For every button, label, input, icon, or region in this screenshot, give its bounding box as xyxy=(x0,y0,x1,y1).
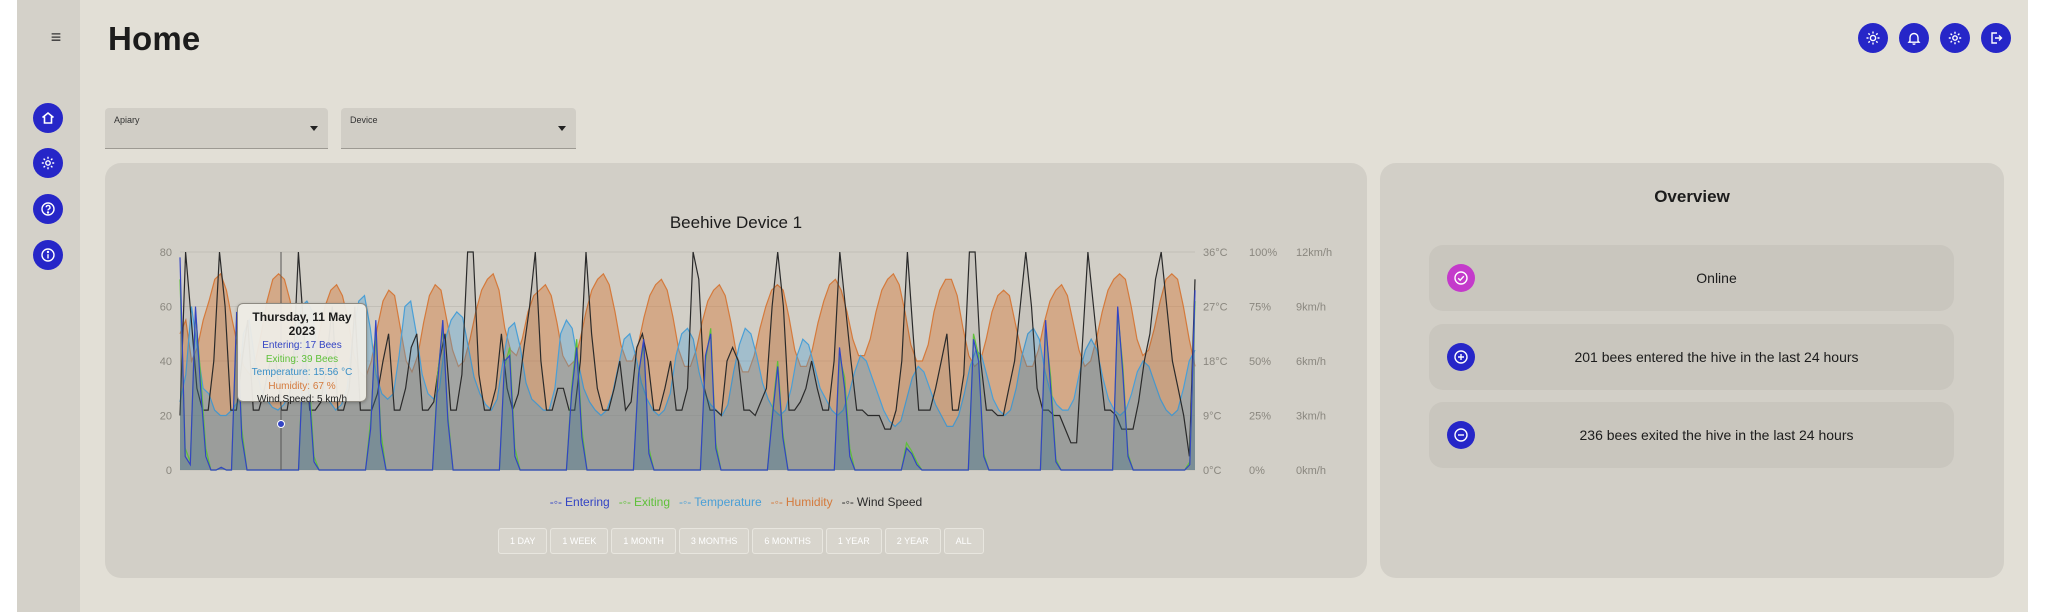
overview-item-text: 236 bees exited the hive in the last 24 … xyxy=(1579,427,1854,443)
help-icon xyxy=(41,202,55,216)
chart-title: Beehive Device 1 xyxy=(669,213,803,232)
legend-label: Wind Speed xyxy=(856,495,923,509)
axis-tick-label: 9°C xyxy=(1203,411,1222,423)
axis-tick-label: 100% xyxy=(1249,247,1277,259)
range-button[interactable]: 2 YEAR xyxy=(884,528,941,554)
axis-tick-label: 18°C xyxy=(1203,356,1228,368)
chart-tooltip: Thursday, 11 May 2023 Entering: 17 Bees … xyxy=(237,303,367,405)
y-tick-label: 20 xyxy=(160,411,172,423)
axis-tick-label: 9km/h xyxy=(1296,302,1326,314)
bell-icon xyxy=(1907,32,1921,45)
tooltip-exiting: Exiting: 39 Bees xyxy=(265,353,339,365)
humidity-series-area xyxy=(180,273,1195,470)
legend-marker-icon: -◦- xyxy=(549,495,563,509)
status-icon-wrap xyxy=(1447,421,1475,449)
tooltip-wind: Wind Speed: 5 km/h xyxy=(256,394,348,405)
axis-tick-label: 25% xyxy=(1249,411,1271,423)
brightness-icon xyxy=(1866,31,1880,45)
hover-point xyxy=(277,420,285,428)
y-tick-label: 40 xyxy=(160,356,172,368)
logout-button[interactable] xyxy=(1981,23,2011,53)
device-select[interactable]: Device xyxy=(341,108,576,149)
range-selector: 1 DAY 1 WEEK 1 MONTH 3 MONTHS 6 MONTHS 1… xyxy=(498,528,984,554)
axis-tick-label: 50% xyxy=(1249,356,1271,368)
legend-entering[interactable]: -◦- Entering xyxy=(550,495,610,509)
overview-bees-entered: 201 bees entered the hive in the last 24… xyxy=(1429,324,1954,390)
status-icon-wrap xyxy=(1447,264,1475,292)
info-icon xyxy=(41,248,55,262)
legend-marker-icon: -◦- xyxy=(770,495,783,509)
plus-icon xyxy=(1454,350,1468,364)
legend-temperature[interactable]: -◦- Temperature xyxy=(679,495,762,509)
wind-speed-series-area xyxy=(180,252,1195,470)
minus-icon xyxy=(1454,428,1468,442)
legend-wind-speed[interactable]: -◦- Wind Speed xyxy=(842,495,923,509)
overview-card: Overview Online 201 bees entered the hiv… xyxy=(1380,163,2004,578)
tooltip-entering: Entering: 17 Bees xyxy=(262,340,342,351)
chevron-down-icon xyxy=(310,126,318,131)
page-title: Home xyxy=(108,20,201,57)
range-button[interactable]: 1 WEEK xyxy=(550,528,609,554)
settings-button[interactable] xyxy=(1940,23,1970,53)
range-button[interactable]: 3 MONTHS xyxy=(678,528,750,554)
apiary-select-label: Apiary xyxy=(114,115,140,125)
overview-item-text: Online xyxy=(1696,270,1737,286)
axis-tick-label: 0% xyxy=(1249,465,1265,477)
tooltip-humidity: Humidity: 67 % xyxy=(268,380,336,392)
left-margin xyxy=(0,0,17,612)
chart-card: Beehive Device 1 0 20 40 60 80 0°C 9°C 18°C 27°C… xyxy=(105,163,1367,578)
tooltip-date: Thursday, 11 May 2023 xyxy=(252,310,352,338)
range-button[interactable]: 6 MONTHS xyxy=(752,528,823,554)
axis-tick-label: 0°C xyxy=(1203,465,1222,477)
chevron-down-icon xyxy=(558,126,566,131)
axis-tick-label: 3km/h xyxy=(1296,411,1326,423)
home-icon xyxy=(41,111,55,124)
range-button[interactable]: 1 DAY xyxy=(498,528,548,554)
y-tick-label: 0 xyxy=(166,465,172,477)
legend-label: Temperature xyxy=(694,495,762,509)
overview-title: Overview xyxy=(1654,187,1730,206)
legend-marker-icon: -◦- xyxy=(618,495,631,509)
apiary-select[interactable]: Apiary xyxy=(105,108,328,149)
tooltip-temperature: Temperature: 15.56 °C xyxy=(251,367,353,378)
entering-series-line xyxy=(179,257,1196,471)
legend-humidity[interactable]: -◦- Humidity xyxy=(771,495,833,509)
brightness-button[interactable] xyxy=(1858,23,1888,53)
logout-icon xyxy=(1991,32,2003,44)
axis-tick-label: 6km/h xyxy=(1296,356,1326,368)
device-select-label: Device xyxy=(350,115,378,125)
sidebar-item-home[interactable] xyxy=(33,103,63,133)
legend-label: Entering xyxy=(565,495,610,509)
notifications-button[interactable] xyxy=(1899,23,1929,53)
sidebar-item-help[interactable] xyxy=(33,194,63,224)
range-button[interactable]: ALL xyxy=(943,528,984,554)
status-icon-wrap xyxy=(1447,343,1475,371)
legend-label: Humidity xyxy=(785,495,833,509)
check-icon xyxy=(1454,271,1468,285)
right-margin xyxy=(2028,0,2050,612)
axis-tick-label: 36°C xyxy=(1203,247,1228,259)
legend-label: Exiting xyxy=(633,495,671,509)
range-button[interactable]: 1 MONTH xyxy=(611,528,676,554)
sidebar-item-info[interactable] xyxy=(33,240,63,270)
overview-item-text: 201 bees entered the hive in the last 24… xyxy=(1574,349,1859,365)
sidebar-item-settings[interactable] xyxy=(33,148,63,178)
axis-tick-label: 0km/h xyxy=(1296,465,1326,477)
legend-marker-icon: -◦- xyxy=(841,495,854,509)
gear-icon xyxy=(41,156,55,170)
overview-status-online: Online xyxy=(1429,245,1954,311)
hamburger-icon[interactable]: ≡ xyxy=(50,27,62,47)
y-tick-label: 80 xyxy=(160,247,172,259)
y-tick-label: 60 xyxy=(160,302,172,314)
legend-exiting[interactable]: -◦- Exiting xyxy=(619,495,670,509)
axis-tick-label: 75% xyxy=(1249,302,1271,314)
overview-bees-exited: 236 bees exited the hive in the last 24 … xyxy=(1429,402,1954,468)
sidebar: ≡ xyxy=(17,0,80,612)
gear-icon xyxy=(1948,31,1962,45)
range-button[interactable]: 1 YEAR xyxy=(825,528,882,554)
legend-marker-icon: -◦- xyxy=(679,495,692,509)
axis-tick-label: 12km/h xyxy=(1296,247,1332,259)
chart-legend: -◦- Entering -◦- Exiting -◦- Temperature -◦… xyxy=(105,495,1367,509)
axis-tick-label: 27°C xyxy=(1203,302,1228,314)
